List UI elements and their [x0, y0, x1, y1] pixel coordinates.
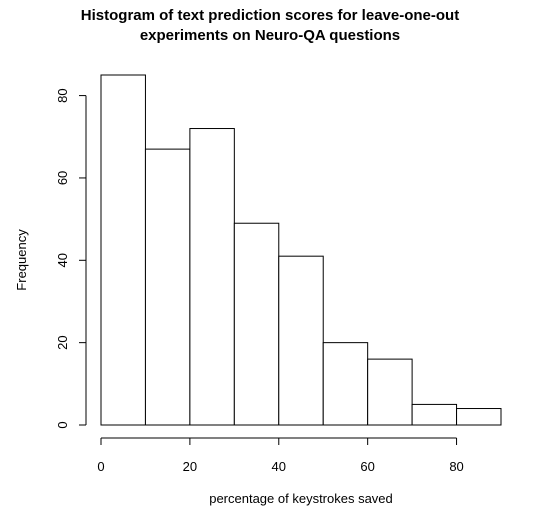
x-tick-label: 80 [449, 459, 463, 474]
histogram-bar [144, 148, 191, 426]
chart-title-line-2: experiments on Neuro-QA questions [140, 27, 400, 44]
y-tick-label: 20 [55, 335, 70, 349]
y-axis-label: Frequency [14, 229, 29, 291]
histogram-bar [456, 408, 502, 426]
histogram-bar [233, 222, 280, 426]
bars-group [100, 74, 502, 426]
y-tick-label: 80 [55, 88, 70, 102]
y-tick-label: 40 [55, 253, 70, 267]
x-axis-label: percentage of keystrokes saved [209, 491, 393, 506]
y-axis: 0 20 40 60 80 [55, 88, 87, 429]
histogram-bar [411, 403, 458, 426]
y-tick-label: 0 [55, 421, 70, 428]
chart-title-line-1: Histogram of text prediction scores for … [81, 7, 459, 24]
x-axis: 0 20 40 60 80 [97, 437, 464, 474]
x-tick-label: 40 [272, 459, 286, 474]
x-tick-label: 20 [183, 459, 197, 474]
histogram-bar [322, 342, 369, 426]
x-tick-label: 0 [97, 459, 104, 474]
y-tick-label: 60 [55, 171, 70, 185]
x-tick-label: 60 [360, 459, 374, 474]
histogram-bar [100, 74, 146, 426]
histogram-bar [189, 128, 235, 426]
histogram-bar [367, 358, 413, 426]
histogram-bar [278, 255, 324, 426]
